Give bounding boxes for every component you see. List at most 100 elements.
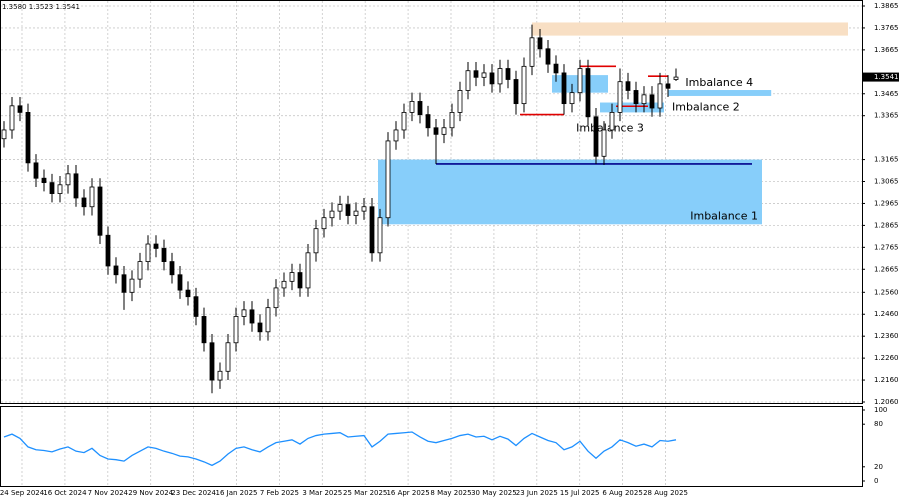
y-tick-label: 1.2060 bbox=[874, 398, 899, 406]
last-high: 1.3580 bbox=[2, 3, 27, 11]
candle-body bbox=[73, 173, 79, 199]
candle-body bbox=[105, 234, 111, 267]
candle-body bbox=[529, 37, 535, 67]
candle-body bbox=[57, 184, 63, 194]
price-panel-frame bbox=[0, 0, 863, 404]
candle-body bbox=[41, 177, 47, 184]
zone-label: Imbalance 1 bbox=[690, 209, 758, 222]
candle-body bbox=[97, 186, 103, 236]
candle-body bbox=[193, 296, 199, 317]
candle-body bbox=[393, 129, 399, 142]
candle-body bbox=[409, 101, 415, 113]
candle-body bbox=[1, 129, 7, 140]
candle-body bbox=[369, 206, 375, 254]
y-tick-label: 1.3865 bbox=[874, 2, 899, 10]
x-tick-label: 24 Sep 2024 bbox=[0, 489, 45, 497]
candle-body bbox=[553, 63, 559, 74]
candle-body bbox=[577, 68, 583, 94]
y-tick-label: 1.3065 bbox=[874, 178, 899, 186]
candle-body bbox=[665, 83, 671, 89]
candle-body bbox=[145, 243, 151, 262]
candle-body bbox=[361, 206, 367, 212]
candle-body bbox=[521, 65, 527, 105]
candle-body bbox=[249, 309, 255, 324]
candle-body bbox=[89, 186, 95, 208]
y-tick-label: 1.2560 bbox=[874, 288, 899, 296]
candle-body bbox=[417, 101, 423, 115]
candle-body bbox=[169, 261, 175, 276]
y-tick-label: 1.2665 bbox=[874, 265, 899, 273]
candle-body bbox=[153, 243, 159, 249]
x-tick-label: 7 Feb 2025 bbox=[260, 489, 299, 497]
rsi-panel-frame bbox=[0, 406, 863, 487]
rsi-tick-label: 80 bbox=[874, 420, 883, 428]
candle-body bbox=[385, 140, 391, 219]
y-tick-label: 1.3665 bbox=[874, 46, 899, 54]
candle-body bbox=[489, 72, 495, 85]
candle-body bbox=[257, 322, 263, 333]
zone bbox=[532, 22, 848, 36]
last-low: 1.3523 bbox=[29, 3, 54, 11]
candle-body bbox=[673, 76, 679, 80]
x-tick-label: 23 Dec 2024 bbox=[171, 489, 216, 497]
last-close: 1.3541 bbox=[55, 3, 80, 11]
candle-body bbox=[121, 274, 127, 293]
candle-body bbox=[465, 70, 471, 91]
x-tick-label: 15 Jul 2025 bbox=[560, 489, 600, 497]
candle-body bbox=[329, 210, 335, 219]
rsi-tick-label: 100 bbox=[874, 406, 887, 414]
candle-body bbox=[305, 252, 311, 289]
candle-body bbox=[513, 79, 519, 105]
candle-body bbox=[129, 278, 135, 293]
rsi-tick-label: 0 bbox=[874, 477, 878, 485]
candle-body bbox=[161, 248, 167, 262]
x-tick-label: 7 Nov 2024 bbox=[88, 489, 129, 497]
candle-body bbox=[401, 112, 407, 131]
candle-body bbox=[633, 90, 639, 105]
last-price-label: 1.3541 bbox=[874, 73, 899, 81]
last-price-box bbox=[863, 72, 899, 82]
candle-body bbox=[449, 112, 455, 129]
x-tick-label: 29 Nov 2024 bbox=[128, 489, 173, 497]
y-tick-label: 1.2160 bbox=[874, 376, 899, 384]
zone-label: Imbalance 2 bbox=[672, 100, 740, 113]
candle-body bbox=[433, 127, 439, 135]
candle-body bbox=[505, 68, 511, 80]
zone bbox=[600, 102, 664, 113]
x-tick-label: 6 Aug 2025 bbox=[602, 489, 642, 497]
y-tick-label: 1.2765 bbox=[874, 243, 899, 251]
candle-body bbox=[281, 280, 287, 289]
candle-body bbox=[65, 173, 71, 186]
candle-body bbox=[545, 48, 551, 65]
candle-body bbox=[649, 94, 655, 109]
rsi-tick-label: 20 bbox=[874, 463, 883, 471]
candle-body bbox=[593, 116, 599, 157]
x-tick-label: 16 Jan 2025 bbox=[216, 489, 258, 497]
candle-body bbox=[289, 272, 295, 282]
candle-body bbox=[137, 261, 143, 280]
candle-body bbox=[297, 272, 303, 289]
candle-body bbox=[209, 342, 215, 381]
candle-body bbox=[457, 90, 463, 113]
candle-body bbox=[233, 316, 239, 344]
candle-body bbox=[185, 289, 191, 298]
candle-body bbox=[377, 217, 383, 254]
y-tick-label: 1.2965 bbox=[874, 199, 899, 207]
candle-body bbox=[81, 197, 87, 208]
x-tick-label: 30 May 2025 bbox=[471, 489, 517, 497]
candle-body bbox=[537, 37, 543, 50]
candle-body bbox=[265, 307, 271, 333]
candle-body bbox=[113, 265, 119, 276]
candle-body bbox=[353, 210, 359, 216]
candle-body bbox=[241, 309, 247, 317]
candle-body bbox=[425, 114, 431, 129]
candle-body bbox=[641, 94, 647, 105]
rsi-line bbox=[3, 431, 677, 467]
x-tick-label: 23 Jun 2025 bbox=[516, 489, 558, 497]
x-tick-label: 16 Apr 2025 bbox=[386, 489, 429, 497]
candle-body bbox=[177, 274, 183, 291]
candle-body bbox=[25, 112, 31, 164]
zone bbox=[668, 90, 772, 96]
candle-body bbox=[337, 204, 343, 212]
last-bar-info: 1.3580 1.3523 1.3541 bbox=[2, 3, 80, 11]
